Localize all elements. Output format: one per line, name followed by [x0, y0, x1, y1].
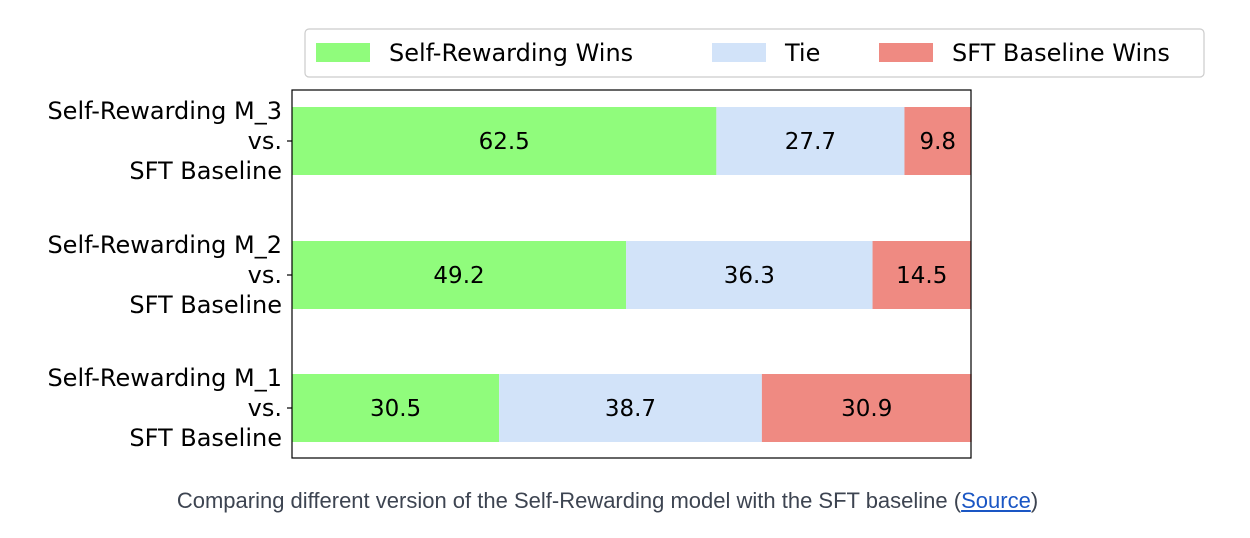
data-label: 49.2	[433, 263, 484, 289]
bar-segment	[499, 374, 762, 442]
legend-label: Tie	[784, 39, 820, 67]
y-tick-label: vs.	[248, 261, 282, 289]
legend-label: Self-Rewarding Wins	[389, 39, 633, 67]
caption-suffix: )	[1030, 488, 1039, 513]
y-tick-label: SFT Baseline	[129, 291, 282, 319]
figure-caption: Comparing different version of the Self-…	[0, 488, 1215, 514]
data-label: 36.3	[724, 263, 775, 289]
stacked-bar-chart: Self-Rewarding Wins Tie SFT Baseline Wins …	[47, 28, 1205, 459]
legend-label: SFT Baseline Wins	[952, 39, 1170, 67]
bar-segment	[292, 374, 500, 442]
bar-segment	[626, 241, 873, 309]
bar-area: 62.5 27.7 9.8 49.2 36.3 14.5 30.5 38.7 30.9	[292, 107, 972, 442]
bar-segment	[761, 374, 972, 442]
caption-text: Comparing different version of the Self-…	[176, 488, 962, 513]
legend-swatch	[316, 43, 370, 62]
plot-frame	[291, 89, 972, 459]
y-tick-label: Self-Rewarding M_3	[47, 97, 282, 125]
y-tick-label: SFT Baseline	[129, 157, 282, 185]
chart-legend: Self-Rewarding Wins Tie SFT Baseline Wins	[304, 28, 1205, 78]
bar-segment	[716, 107, 905, 175]
data-label: 38.7	[605, 396, 656, 422]
bar-segment	[292, 241, 627, 309]
legend-swatch	[879, 43, 933, 62]
data-label: 9.8	[919, 129, 956, 155]
legend-swatch	[712, 43, 766, 62]
bar-segment	[904, 107, 971, 175]
bar-segment	[872, 241, 971, 309]
data-label: 14.5	[896, 263, 947, 289]
y-tick-label: SFT Baseline	[129, 424, 282, 452]
data-label: 27.7	[785, 129, 836, 155]
y-tick-label: Self-Rewarding M_2	[47, 231, 282, 259]
y-tick-label: Self-Rewarding M_1	[47, 364, 282, 392]
y-axis-labels: Self-Rewarding M_3vs.SFT BaselineSelf-Re…	[47, 97, 292, 452]
source-link[interactable]: Source	[961, 488, 1031, 513]
y-tick-label: vs.	[248, 127, 282, 155]
data-label: 30.5	[370, 396, 421, 422]
y-tick-label: vs.	[248, 394, 282, 422]
data-label: 30.9	[841, 396, 892, 422]
data-label: 62.5	[479, 129, 530, 155]
bar-segment	[292, 107, 717, 175]
